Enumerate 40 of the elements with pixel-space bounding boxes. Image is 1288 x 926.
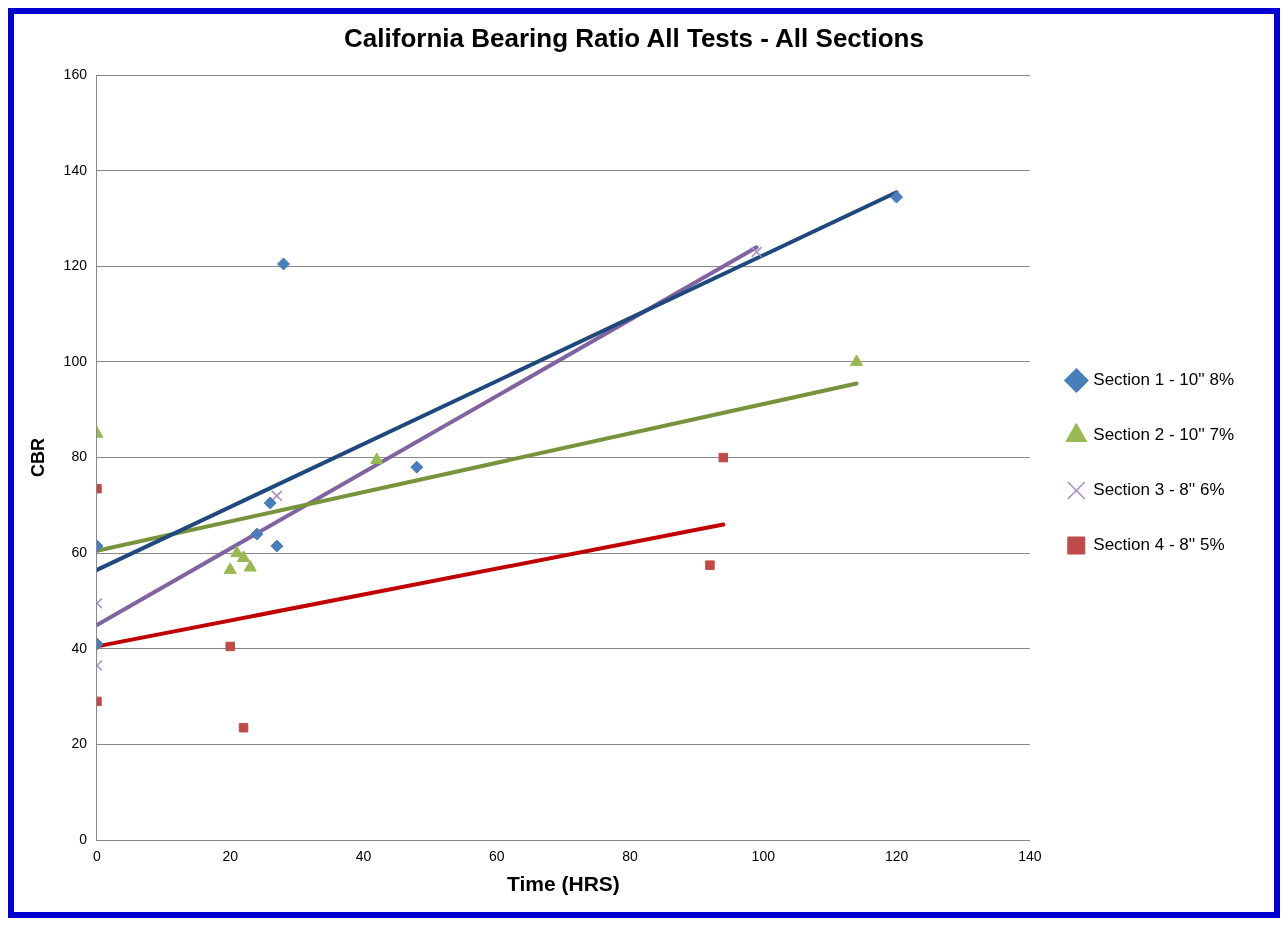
- point: [410, 460, 424, 474]
- point: [370, 452, 384, 464]
- point: [230, 545, 244, 558]
- y-tick-label: 60: [71, 544, 88, 561]
- point: [705, 560, 715, 570]
- x-tick-label: 100: [751, 848, 776, 865]
- point: [270, 539, 284, 553]
- y-axis-title: CBR: [27, 438, 48, 478]
- point: [263, 496, 277, 510]
- point: [890, 190, 904, 204]
- y-tick-label: 160: [63, 66, 88, 83]
- point: [243, 560, 257, 572]
- y-tick-label: 120: [63, 257, 88, 274]
- x-tick-label: 60: [488, 848, 505, 865]
- chart-title: California Bearing Ratio All Tests - All Sections: [344, 22, 924, 53]
- x-tick-label: 140: [1018, 848, 1042, 865]
- point: [277, 257, 291, 271]
- y-tick-label: 20: [71, 735, 88, 752]
- y-tick-label: 40: [71, 639, 88, 656]
- legend-label: Section 4 - 8'' 5%: [1093, 535, 1225, 555]
- x-tick-label: 0: [93, 848, 102, 865]
- x-tick-label: 80: [622, 848, 639, 865]
- legend-label: Section 1 - 10'' 8%: [1093, 370, 1235, 390]
- point: [850, 354, 864, 366]
- x-axis-title: Time (HRS): [506, 872, 620, 896]
- point: [236, 550, 251, 562]
- point: [250, 527, 264, 541]
- point: [718, 452, 729, 463]
- point: [238, 722, 249, 733]
- y-tick-label: 140: [63, 161, 88, 178]
- point: [225, 641, 235, 652]
- legend-label: Section 3 - 8'' 6%: [1093, 480, 1225, 500]
- y-tick-label: 80: [71, 448, 88, 465]
- x-tick-label: 20: [222, 848, 239, 865]
- x-tick-label: 120: [884, 848, 909, 865]
- y-tick-label: 0: [79, 830, 88, 847]
- point: [223, 562, 237, 574]
- y-tick-label: 100: [63, 352, 88, 369]
- legend-label: Section 2 - 10'' 7%: [1093, 425, 1235, 445]
- x-tick-label: 40: [355, 848, 372, 865]
